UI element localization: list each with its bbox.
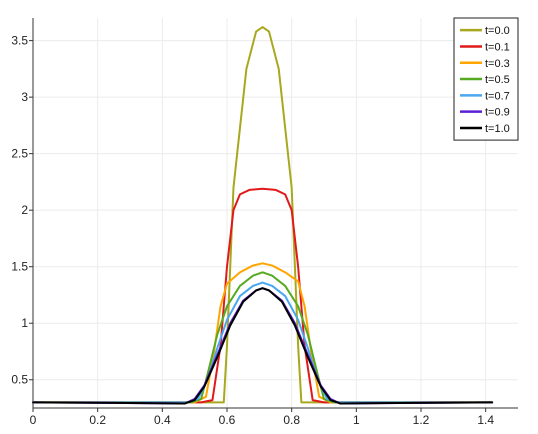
y-tick-label: 2 — [21, 203, 28, 217]
series-line-6 — [32, 287, 494, 405]
x-tick-label: 0.8 — [283, 413, 300, 427]
axes: 0.5 1 1.5 2 2.5 3 3.5 0 0.2 0.4 0.6 0.8 1 1.2 1.4 — [11, 18, 518, 427]
y-tick-label: 1 — [21, 316, 28, 330]
legend-label: t=0.3 — [485, 58, 510, 70]
y-tick-label: 2.5 — [11, 147, 28, 161]
x-tick-label: 1.2 — [413, 413, 430, 427]
legend-label: t=1.0 — [485, 123, 510, 135]
x-tick-label: 0 — [30, 413, 37, 427]
legend-label: t=0.5 — [485, 74, 510, 86]
x-tick-label: 0.2 — [89, 413, 106, 427]
x-tick-label: 0.6 — [219, 413, 236, 427]
series-line-5 — [32, 287, 494, 405]
y-tick-label: 1.5 — [11, 260, 28, 274]
y-tick-label: 3.5 — [11, 34, 28, 48]
legend-label: t=0.9 — [485, 107, 510, 119]
legend-label: t=0.1 — [485, 41, 510, 53]
legend-label: t=0.7 — [485, 90, 510, 102]
series-line-3 — [32, 271, 494, 404]
series-layer — [32, 26, 494, 405]
x-tick-label: 1.4 — [477, 413, 494, 427]
legend-label: t=0.0 — [485, 25, 510, 37]
series-line-1 — [32, 187, 494, 404]
x-tick-label: 1 — [353, 413, 360, 427]
series-line-0 — [32, 26, 494, 404]
series-line-2 — [32, 262, 494, 404]
legend: t=0.0 t=0.1 t=0.3 t=0.5 t=0.7 t=0.9 t=1.0 — [453, 17, 519, 141]
y-tick-label: 3 — [21, 90, 28, 104]
y-tick-label: 0.5 — [11, 373, 28, 387]
x-tick-label: 0.4 — [154, 413, 171, 427]
series-line-4 — [32, 281, 494, 404]
grid-lines — [32, 18, 518, 408]
